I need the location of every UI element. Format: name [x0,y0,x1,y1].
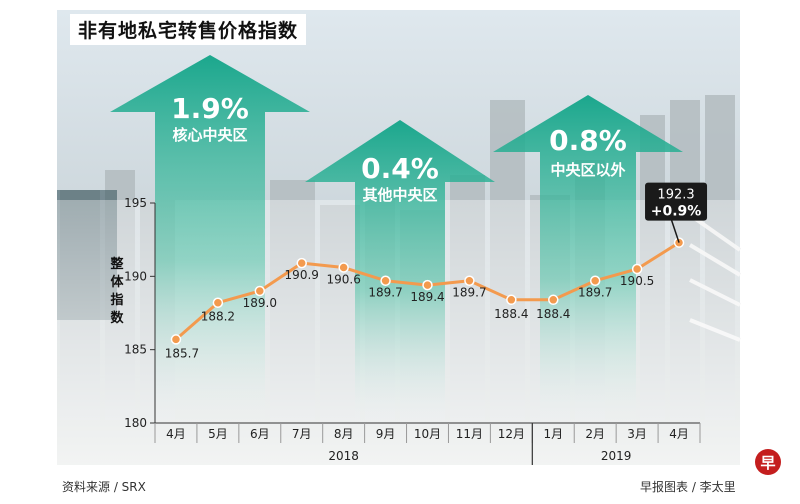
data-label: 188.2 [201,310,235,324]
arrow-value: 0.4% [361,152,439,185]
data-label: 189.4 [410,290,444,304]
data-label: 185.7 [165,346,199,360]
callout-change: +0.9% [651,204,702,220]
data-label: 188.4 [536,307,570,321]
axes: 180 185 190 195 整体指数 4月 5月 6月 7月 8月 9月 10月 11月 12月 1月 2… [109,196,701,465]
y-tick-label: 195 [124,196,147,210]
y-tick-label: 180 [124,416,147,430]
callout-value: 192.3 [657,188,694,203]
latest-callout: 192.3+0.9% [645,182,708,243]
svg-text:早: 早 [760,454,775,472]
x-tick-label: 9月 [376,427,396,441]
data-point [631,263,643,275]
data-label: 189.7 [452,286,486,300]
callout-box [645,182,708,221]
data-point [170,334,182,345]
growth-arrow: 0.4%其他中央区 [305,120,495,430]
arrow-value: 0.8% [549,124,627,157]
data-source: 资料来源 / SRX [62,480,146,494]
data-point [589,275,601,286]
year-label: 2019 [601,449,632,463]
data-point [380,275,391,286]
data-label: 190.9 [285,268,319,282]
zaobao-logo: 早 [755,449,781,475]
x-tick-label: 7月 [292,427,312,441]
growth-arrow: 0.8% 中央区以外 [493,95,683,430]
arrow-label: 中央区以外 [550,161,625,179]
data-label: 189.7 [368,286,402,300]
data-point [464,275,475,286]
y-tick-label: 185 [124,343,147,357]
data-point [296,257,307,269]
y-axis-label: 整体指数 [109,256,124,326]
data-label: 190.5 [620,274,654,288]
arrow-label: 核心中央区 [172,126,247,144]
x-tick-label: 3月 [627,427,647,441]
x-tick-label: 1月 [543,427,563,441]
x-tick-label: 12月 [498,427,525,441]
x-tick-label: 10月 [414,427,441,441]
growth-arrow: 1.9%核心中央区 [110,55,310,430]
data-label: 190.6 [326,273,360,287]
page-title: 非有地私宅转售价格指数 [70,14,307,45]
data-point [422,279,433,291]
data-label: 189.0 [243,296,277,310]
x-tick-label: 4月 [166,427,186,441]
chart-credit: 早报图表 / 李太里 [640,480,736,494]
x-tick-label: 4月 [669,427,689,441]
x-tick-label: 5月 [208,427,228,441]
arrow-value: 1.9% [171,92,249,125]
callout-pointer [670,218,680,243]
data-label: 189.7 [578,286,612,300]
x-tick-label: 6月 [250,427,270,441]
x-tick-label: 8月 [334,427,354,441]
arrow-shape [493,95,683,430]
data-point [338,262,349,273]
arrow-shape [110,55,310,430]
x-tick-label: 11月 [456,427,483,441]
data-point [506,294,517,306]
series: 185.7 188.2 189.0 190.9 190.6 189.7 189.4 189.7… [165,237,685,360]
arrow-label: 其他中央区 [362,186,437,204]
arrow-shape [305,120,495,430]
data-label: 188.4 [494,307,528,321]
x-tick-label: 2月 [585,427,605,441]
year-label: 2018 [328,449,359,463]
data-point [254,285,266,297]
data-point [212,297,224,308]
data-point [548,294,559,306]
y-tick-label: 190 [124,269,147,283]
